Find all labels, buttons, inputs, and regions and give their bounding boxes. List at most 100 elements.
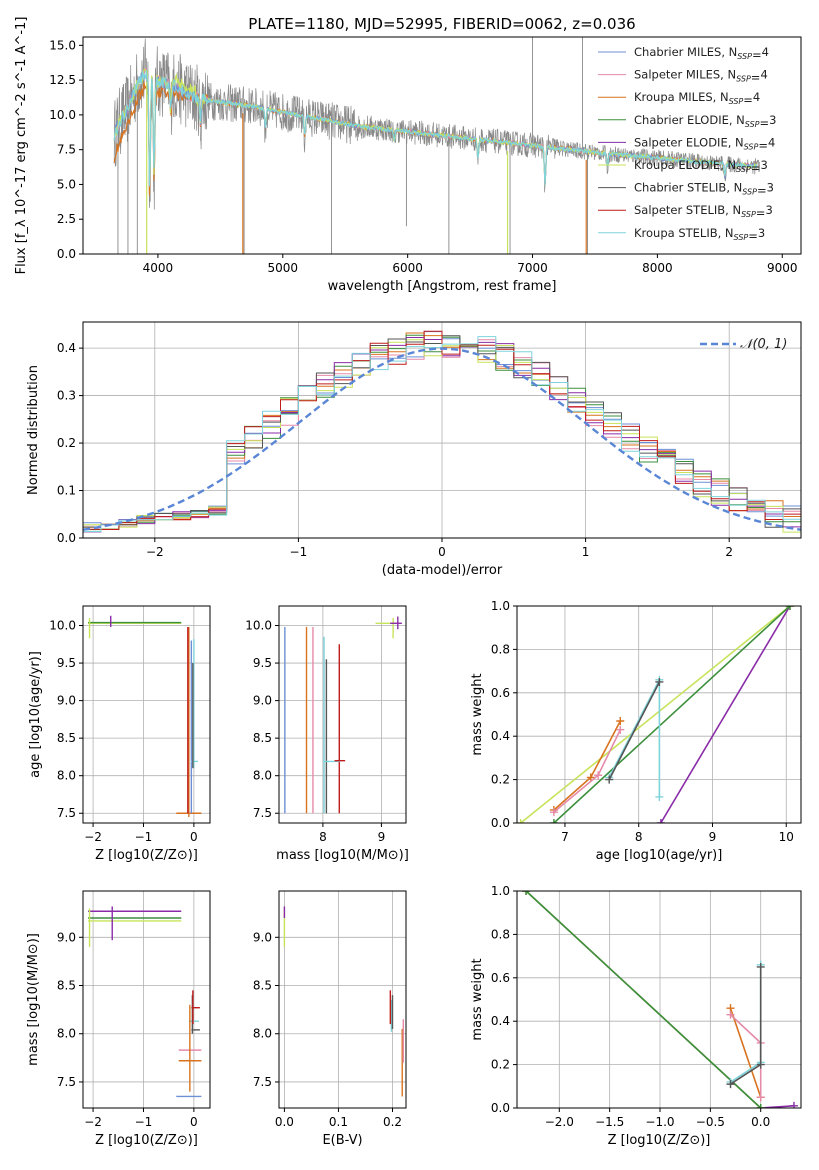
x-tick-label: 9 [709,830,717,844]
y-tick-label: 8.0 [253,769,272,783]
x-tick-label: −2 [84,830,102,844]
axes-frame [516,605,802,824]
legend-entry-name: Kroupa ELODIE [634,158,720,172]
y-tick-label: 7.5 [57,1075,76,1089]
legend-entry-subscript: SSP [744,142,759,151]
legend-entry-nssp: 4 [753,90,760,104]
series-point-marker [656,819,665,823]
plot-area [113,37,761,254]
plot-area [83,606,210,823]
x-tick-label: −1.0 [645,1115,674,1129]
y-tick-label: 0.0 [491,1101,510,1115]
x-tick-label: 0.2 [383,1115,402,1129]
legend-entry-subscript: SSP [734,233,749,242]
legend-entry: Chabrier ELODIE, NSSP=3 [634,113,776,130]
histogram-step-line [83,336,801,538]
series-point-marker [789,1101,798,1108]
legend-entry-nssp-label: , N [713,90,729,104]
x-tick-label: 7000 [517,261,548,275]
x-tick-label: −0.5 [696,1115,725,1129]
y-tick-label: 0.6 [491,686,510,700]
legend-entry-nssp-label: , N [725,203,741,217]
x-tick-label: 8 [635,830,643,844]
y-tick-label: 1.0 [491,884,510,898]
axes-frame [278,890,407,1109]
y-tick-label: 8.5 [57,731,76,745]
legend-entry-nssp: 3 [767,181,774,195]
x-tick-label: 1 [582,545,590,559]
legend-entry-name: Salpeter STELIB [634,203,725,217]
legend-entry-nssp: 4 [760,68,767,82]
legend-entry: Kroupa STELIB, NSSP=3 [634,226,765,243]
series-point-marker [522,891,531,895]
legend-entry-name: Salpeter ELODIE [634,135,728,149]
panel-residuals: −2 −1 0 1 2 0.0 0.1 0.2 0.3 0.4 (data-model)/error… [26,321,802,578]
legend-entry: Salpeter MILES, NSSP=4 [634,68,768,85]
y-tick-label: 9.0 [57,930,76,944]
axes-frame [82,36,802,255]
y-axis-label: mass weight [470,958,485,1040]
y-axis-label: age [log10(age/yr)] [28,651,43,778]
series-point-marker [655,792,664,801]
series-point-marker [726,1010,735,1019]
x-axis-label: wavelength [Angstrom, rest frame] [328,279,557,294]
axes-frame [278,605,407,824]
series-point-marker [756,962,765,971]
y-tick-label: 0.0 [57,531,76,545]
y-tick-label: 8.0 [57,1027,76,1041]
panel-massweight_vs_Z: −2.0 −1.5 −1.0 −0.5 0.0 0.0 0.2 0.4 0.6 0.8 1.0 Z [… [470,884,802,1148]
y-tick-label: 9.0 [253,694,272,708]
x-axis-label: mass [log10(M/M⊙)] [276,848,409,863]
legend-entry-nssp: 4 [762,45,769,59]
series-point-marker [594,771,603,780]
panel-age_vs_mass: 8 9 7.5 8.0 8.5 9.0 9.5 10.0 mass [log10(M/M⊙)] [245,605,409,863]
panel-mass_vs_Z: −2 −1 0 7.5 8.0 8.5 9.0 Z [log10(Z/Z⊙)] mass [lo… [26,890,211,1148]
y-tick-label: 9.0 [57,694,76,708]
x-axis-label: (data-model)/error [382,563,503,578]
legend-entry-name: Kroupa STELIB [634,226,718,240]
legend-entry: Chabrier MILES, NSSP=4 [634,45,769,62]
x-tick-label: 8000 [642,261,673,275]
y-tick-label: 15.0 [49,38,76,52]
legend-entry-nssp-label: , N [720,158,736,172]
y-tick-label: 0.4 [57,341,76,355]
series-point-marker [586,773,595,782]
legend-entry-subscript: SSP [745,120,760,129]
series-point-marker [726,1080,735,1089]
x-tick-label: 0 [190,830,198,844]
legend-entry-name: Chabrier ELODIE [634,113,729,127]
series-point-marker [756,1093,765,1102]
x-tick-label: 0.0 [275,1115,294,1129]
legend-entry-nssp-label: , N [728,135,744,149]
y-tick-label: 10.0 [49,108,76,122]
chart-title: PLATE=1180, MJD=52995, FIBERID=0062, z=0… [248,15,635,33]
y-tick-label: 9.0 [253,930,272,944]
legend-entry: Salpeter STELIB, NSSP=3 [634,203,773,220]
legend: Chabrier MILES, NSSP=4 Salpeter MILES, NS… [598,45,776,243]
plot-area [279,606,406,823]
x-tick-label: 10 [779,830,794,844]
x-tick-label: −1.5 [595,1115,624,1129]
legend-entry: Salpeter ELODIE, NSSP=4 [634,135,775,152]
legend-entry-nssp-label: , N [721,45,737,59]
x-tick-label: 8 [319,830,327,844]
legend-entry-eq: = [760,116,770,130]
legend-entry-subscript: SSP [737,52,752,61]
legend-entry-eq: = [748,229,758,243]
x-tick-label: 0.0 [751,1115,770,1129]
y-tick-label: 0.4 [491,1014,510,1028]
gaussian-reference-line [83,347,801,531]
y-tick-label: 9.5 [57,656,76,670]
y-tick-label: 9.5 [253,656,272,670]
legend-entry-eq: = [757,184,767,198]
series-point-marker [756,1104,765,1108]
y-axis-label: Flux [f_λ 10^-17 erg cm^-2 s^-1 A^-1] [14,17,29,275]
y-tick-label: 0.6 [491,971,510,985]
y-tick-label: 0.2 [491,1058,510,1072]
x-tick-label: 4000 [143,261,174,275]
y-tick-label: 7.5 [57,143,76,157]
y-axis-label: mass weight [470,673,485,755]
series-point-marker [605,775,614,784]
x-tick-label: 5000 [268,261,299,275]
